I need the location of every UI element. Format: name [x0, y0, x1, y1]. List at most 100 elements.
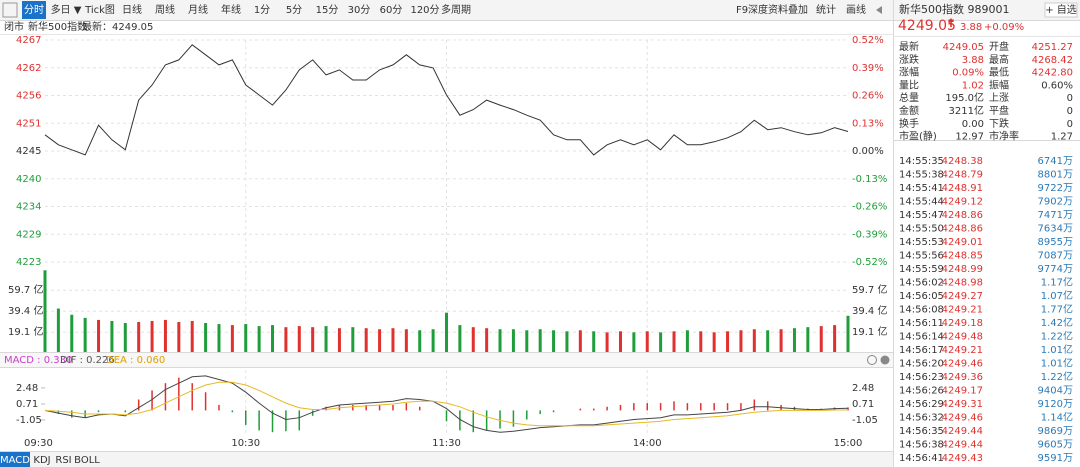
y-tick-label: 4240 — [16, 174, 41, 185]
volume-bar — [685, 330, 689, 352]
stat-value: 0.60% — [1041, 80, 1073, 91]
volume-bar — [819, 326, 823, 352]
macd-value: MACD : 0.330 — [4, 355, 72, 366]
y2-tick-label: 0.39% — [852, 63, 884, 74]
volume-bar — [739, 330, 743, 352]
up-arrow — [948, 18, 954, 27]
trade-volume: 7087万 — [1038, 251, 1073, 262]
toolbar-tab[interactable]: 5分 — [286, 4, 302, 16]
toolbar-tool[interactable]: F9深度资料 — [736, 3, 788, 16]
toolbar-tab[interactable]: 多周期 — [441, 3, 471, 16]
toolbar-tab[interactable]: 年线 — [221, 3, 241, 16]
toolbar-tab[interactable]: 多日 ▼ — [51, 3, 82, 16]
trade-volume: 9591万 — [1038, 453, 1073, 464]
y-tick-label: 4234 — [16, 202, 41, 213]
volume-bar — [110, 320, 114, 352]
trade-price: 4249.36 — [942, 372, 983, 383]
trade-time: 14:55:44 — [899, 197, 944, 208]
collapse-icon[interactable] — [876, 6, 882, 14]
volume-bar — [752, 329, 756, 352]
x-tick-label: 11:30 — [432, 438, 461, 449]
toolbar-tool[interactable]: 叠加 — [788, 4, 808, 16]
volume-bar — [458, 325, 462, 352]
y2-tick-label: 0.00% — [852, 146, 884, 157]
trade-time: 14:56:02 — [899, 278, 944, 289]
stat-value: 12.97 — [955, 132, 984, 143]
toolbar-tool[interactable]: 统计 — [816, 3, 836, 16]
close-icon[interactable] — [867, 355, 877, 365]
volume-bar — [511, 329, 515, 352]
volume-bar — [43, 270, 47, 352]
toolbar-bg — [0, 0, 1080, 20]
active-tab-bg — [22, 1, 46, 19]
toolbar-tool[interactable]: 画线 — [846, 3, 866, 16]
trade-volume: 9869万 — [1038, 426, 1073, 437]
toolbar-tab[interactable]: Tick图 — [84, 4, 115, 16]
trade-price: 4249.27 — [942, 291, 983, 302]
volume-bar — [525, 330, 529, 352]
y-tick-label: 4256 — [16, 91, 41, 102]
toolbar-tab[interactable]: 分时 — [24, 4, 44, 16]
menu-icon[interactable] — [2, 2, 18, 18]
volume-bar — [364, 328, 368, 352]
trade-time: 14:55:56 — [899, 251, 944, 262]
indicator-tabs-bg — [0, 452, 893, 467]
trade-time: 14:56:29 — [899, 399, 944, 410]
trade-volume: 1.77亿 — [1041, 303, 1073, 316]
toolbar-tab[interactable]: 60分 — [380, 4, 403, 16]
trade-price: 4248.86 — [942, 224, 983, 235]
volume-bar — [605, 332, 609, 352]
indicator-tab[interactable]: MACD — [0, 455, 30, 466]
volume-bar — [833, 325, 837, 352]
y-tick-label-right: 2.48 — [852, 383, 874, 394]
stat-label: 最低 — [989, 66, 1009, 79]
y-tick-label-right: 19.1 亿 — [852, 325, 887, 338]
trade-price: 4249.12 — [942, 197, 983, 208]
indicator-tab[interactable]: KDJ — [33, 455, 50, 466]
volume-bar — [337, 328, 341, 352]
stat-value: 195.0亿 — [945, 91, 984, 104]
y-tick-label: 4223 — [16, 257, 41, 268]
settings-icon[interactable] — [880, 355, 890, 365]
trade-price: 4248.79 — [942, 170, 983, 181]
volume-bar — [659, 332, 663, 352]
toolbar-tab[interactable]: 周线 — [155, 3, 175, 16]
toolbar-tab[interactable]: 15分 — [316, 4, 339, 16]
volume-bar — [846, 315, 850, 352]
volume-bar — [418, 330, 422, 352]
y-tick-label: 2.48 — [16, 383, 38, 394]
trade-volume: 8801万 — [1038, 170, 1073, 181]
trade-time: 14:55:41 — [899, 183, 944, 194]
trade-volume: 8955万 — [1038, 237, 1073, 248]
add-button[interactable]: + 自选 — [1045, 3, 1077, 16]
y-tick-label-right: 39.4 亿 — [852, 304, 887, 317]
toolbar-tab[interactable]: 30分 — [348, 4, 371, 16]
toolbar-tab[interactable]: 120分 — [410, 4, 439, 16]
indicator-tab[interactable]: BOLL — [74, 455, 100, 466]
y-tick-label: -1.05 — [16, 415, 42, 426]
stat-label: 最新 — [899, 40, 919, 53]
macd-line — [44, 375, 849, 433]
y-tick-label: 4267 — [16, 35, 41, 46]
stat-label: 涨跌 — [899, 53, 919, 66]
volume-bar — [592, 331, 596, 352]
toolbar-tab[interactable]: 月线 — [188, 3, 208, 16]
stat-label: 最高 — [989, 53, 1009, 66]
trade-volume: 1.07亿 — [1041, 289, 1073, 302]
toolbar-tab[interactable]: 1分 — [254, 4, 270, 16]
trade-volume: 1.22亿 — [1041, 330, 1073, 343]
trade-time: 14:55:47 — [899, 210, 944, 221]
trade-price: 4249.46 — [942, 359, 983, 370]
add-button-box[interactable] — [1044, 2, 1078, 18]
volume-bar — [217, 324, 221, 352]
volume-bar — [404, 329, 408, 352]
volume-bar — [431, 329, 435, 352]
macd-line — [44, 381, 849, 427]
volume-bar — [552, 330, 556, 352]
price-line — [44, 44, 849, 156]
trade-volume: 9605万 — [1038, 440, 1073, 451]
toolbar-tab[interactable]: 日线 — [122, 3, 142, 16]
stat-value: 3.88 — [962, 55, 984, 66]
trade-time: 14:55:38 — [899, 170, 944, 181]
indicator-tab[interactable]: RSI — [55, 455, 71, 466]
